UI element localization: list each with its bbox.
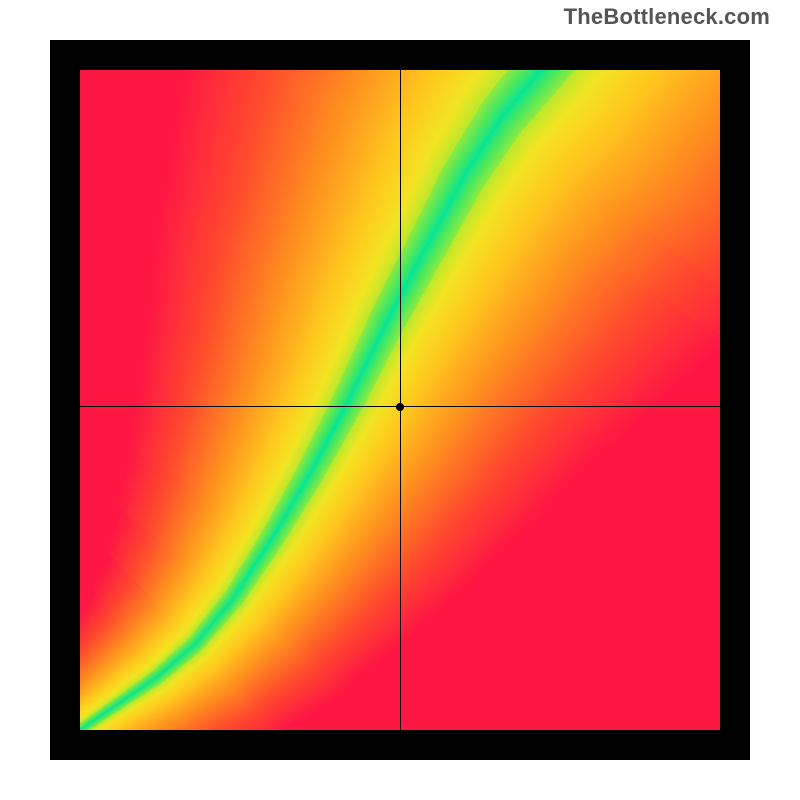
crosshair-marker	[396, 403, 404, 411]
chart-wrapper: TheBottleneck.com	[0, 0, 800, 800]
plot-area	[80, 70, 720, 730]
watermark-text: TheBottleneck.com	[564, 4, 770, 30]
crosshair-vertical	[400, 70, 401, 730]
plot-frame	[50, 40, 750, 760]
